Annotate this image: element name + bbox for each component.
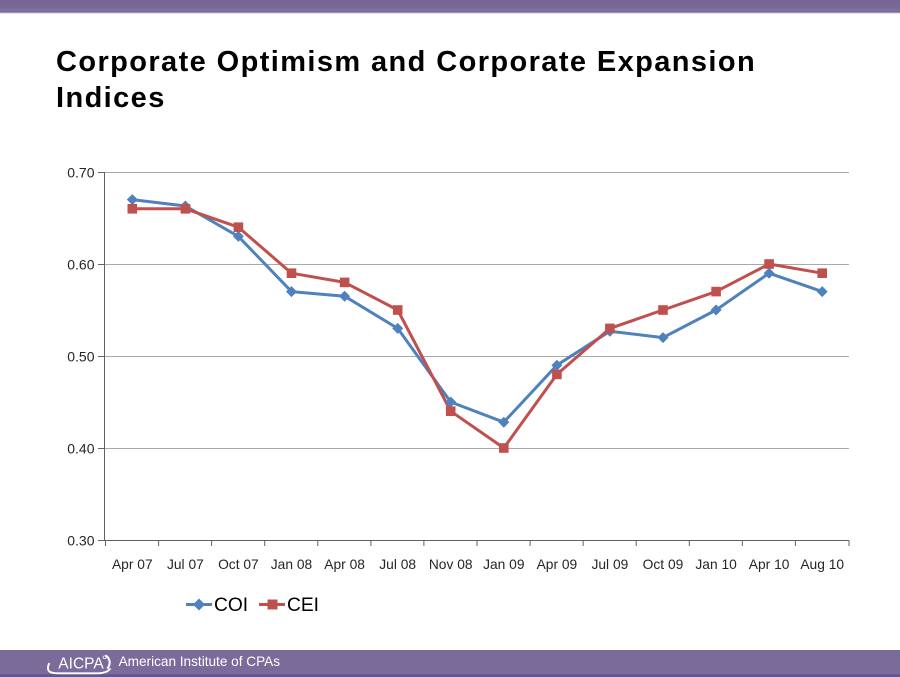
svg-text:Jul 08: Jul 08 [379, 557, 416, 572]
svg-text:AICPA: AICPA [58, 656, 104, 673]
svg-text:American Institute of CPAs: American Institute of CPAs [119, 654, 281, 669]
svg-text:Apr 09: Apr 09 [537, 557, 578, 572]
svg-text:Apr 08: Apr 08 [324, 557, 365, 572]
svg-text:Jul 07: Jul 07 [167, 557, 204, 572]
svg-text:0.70: 0.70 [67, 165, 94, 181]
svg-text:CEI: CEI [287, 595, 319, 616]
svg-text:Apr 10: Apr 10 [749, 557, 790, 572]
svg-text:Jan 09: Jan 09 [483, 557, 525, 572]
svg-text:Aug 10: Aug 10 [800, 557, 844, 572]
svg-text:COI: COI [214, 595, 248, 616]
svg-text:Jul 09: Jul 09 [591, 557, 628, 572]
svg-text:Oct 07: Oct 07 [218, 557, 259, 572]
svg-text:Apr 07: Apr 07 [112, 557, 153, 572]
svg-text:0.30: 0.30 [67, 533, 94, 549]
svg-text:Jan 10: Jan 10 [695, 557, 737, 572]
svg-text:0.60: 0.60 [67, 257, 94, 273]
svg-text:Jan 08: Jan 08 [271, 557, 313, 572]
svg-text:0.50: 0.50 [67, 349, 94, 365]
svg-text:Oct 09: Oct 09 [643, 557, 684, 572]
svg-text:0.40: 0.40 [67, 441, 94, 457]
svg-text:Nov 08: Nov 08 [429, 557, 473, 572]
